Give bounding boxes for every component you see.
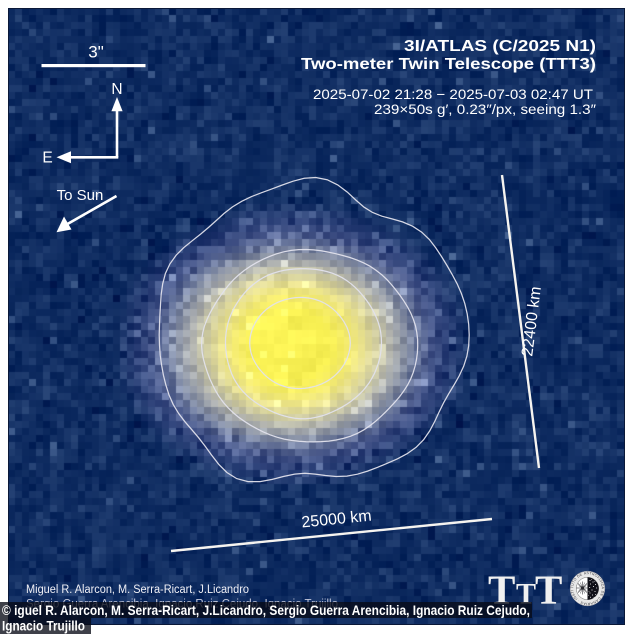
svg-text:© iguel R. Alarcon, M. Serra-R: © iguel R. Alarcon, M. Serra-Ricart, J.L… bbox=[2, 602, 530, 618]
svg-text:N: N bbox=[111, 81, 122, 98]
svg-text:Miguel R. Alarcon, M. Serra-Ri: Miguel R. Alarcon, M. Serra-Ricart, J.Li… bbox=[26, 584, 249, 596]
svg-text:T: T bbox=[535, 567, 562, 613]
svg-text:2025-07-02 21:28 − 2025-07-03: 2025-07-02 21:28 − 2025-07-03 02:47 UT bbox=[313, 86, 593, 102]
svg-text:239×50s g′, 0.23″/px, seeing 1: 239×50s g′, 0.23″/px, seeing 1.3″ bbox=[374, 101, 596, 117]
svg-text:3": 3" bbox=[88, 43, 104, 62]
svg-text:E: E bbox=[42, 150, 52, 167]
svg-text:Two-meter Twin Telescope (TTT3: Two-meter Twin Telescope (TTT3) bbox=[301, 56, 596, 73]
svg-text:3I/ATLAS (C/2025 N1): 3I/ATLAS (C/2025 N1) bbox=[404, 38, 596, 55]
svg-text:Ignacio Trujillo: Ignacio Trujillo bbox=[2, 618, 85, 634]
svg-text:25000 km: 25000 km bbox=[301, 508, 373, 532]
svg-text:22400 km: 22400 km bbox=[519, 286, 545, 358]
svg-text:To Sun: To Sun bbox=[57, 187, 104, 204]
